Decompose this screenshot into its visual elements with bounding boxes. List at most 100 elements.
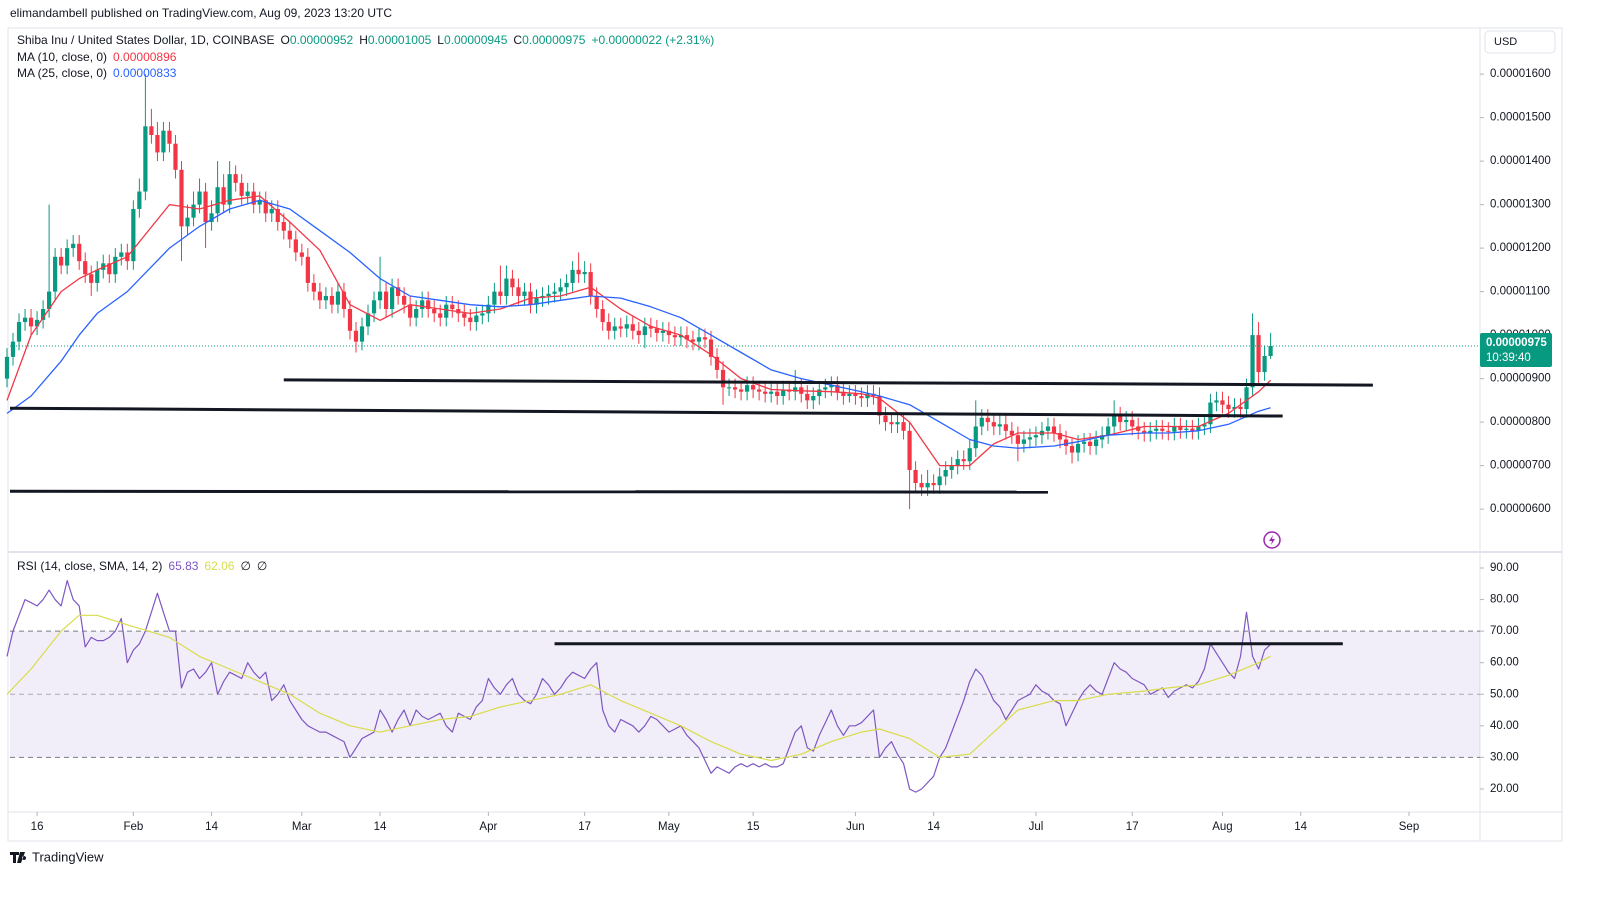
candle-body: [77, 243, 82, 262]
candle-body: [1250, 335, 1255, 388]
candle-body: [245, 191, 250, 196]
candle-body: [973, 426, 978, 449]
x-tick-label: May: [658, 821, 680, 833]
last-price-box: [1480, 332, 1552, 367]
candle-body: [432, 309, 437, 314]
candle-body: [257, 200, 262, 205]
candle-body: [486, 304, 491, 314]
candle-body: [1166, 430, 1171, 432]
candle-body: [191, 204, 196, 218]
candle-body: [997, 424, 1002, 427]
candle-body: [660, 330, 665, 333]
candle-body: [468, 317, 473, 323]
byline: elimandambell published on TradingView.c…: [10, 6, 392, 20]
legend-item: 0.00000975: [522, 33, 586, 47]
x-tick-label: 14: [927, 821, 940, 833]
candle-body: [775, 391, 780, 397]
candle-body: [1220, 400, 1225, 405]
candle-body: [389, 287, 395, 310]
candle-body: [1075, 443, 1081, 453]
candle-body: [630, 324, 635, 331]
candle-body: [113, 256, 118, 275]
candle-body: [853, 393, 858, 397]
event-icon[interactable]: [1263, 531, 1281, 549]
y-tick-label: 80.00: [1490, 594, 1519, 606]
candle-body: [781, 389, 786, 397]
candle-body: [1208, 402, 1213, 425]
candle-body: [1021, 439, 1027, 444]
legend-item: L: [437, 33, 444, 47]
candle-body: [967, 448, 972, 462]
candle-body: [757, 389, 762, 392]
candle-body: [1009, 430, 1014, 436]
candle-body: [552, 291, 557, 294]
candle-body: [738, 389, 744, 392]
candle-body: [955, 459, 960, 466]
candle-body: [89, 274, 94, 283]
candle-body: [107, 263, 112, 275]
legend-item: 65.83: [168, 559, 198, 573]
candle-body: [22, 317, 28, 323]
y-tick-label: 20.00: [1490, 783, 1519, 795]
x-tick-label: 14: [205, 821, 218, 833]
candle-body: [1154, 428, 1159, 431]
y-tick-label: 30.00: [1490, 751, 1519, 763]
y-tick-label: 0.00000700: [1490, 460, 1551, 472]
candle-body: [504, 278, 509, 296]
candle-body: [137, 191, 142, 209]
moving-average: [6, 195, 1272, 467]
x-tick-label: Aug: [1212, 821, 1232, 833]
candle-body: [1262, 355, 1267, 373]
candle-body: [931, 483, 936, 486]
legend-item: 0.00001005: [368, 33, 432, 47]
candle-body: [119, 252, 124, 257]
candle-body: [1184, 428, 1189, 430]
candle-body: [751, 385, 756, 390]
candle-body: [420, 300, 425, 310]
legend-item: 0.00000896: [113, 50, 177, 64]
candle-body: [59, 256, 64, 266]
x-tick-label: 17: [1126, 821, 1139, 833]
candle-body: [377, 291, 383, 301]
legend-item: O: [280, 33, 289, 47]
x-tick-label: 15: [747, 821, 760, 833]
candle-body: [979, 417, 984, 427]
candle-body: [823, 387, 828, 390]
candle-body: [131, 208, 136, 262]
candle-body: [408, 304, 413, 318]
candle-body: [618, 326, 623, 329]
candle-body: [726, 387, 732, 389]
candle-body: [895, 422, 900, 425]
candle-body: [1106, 426, 1111, 436]
candle-body: [1081, 441, 1087, 444]
candle-body: [275, 208, 280, 223]
candle-body: [450, 304, 455, 310]
candle-body: [480, 313, 485, 316]
candle-body: [1136, 426, 1141, 431]
candle-body: [149, 126, 154, 136]
candle-body: [558, 287, 563, 292]
candle-body: [714, 356, 720, 370]
candle-body: [155, 135, 160, 153]
candle-body: [161, 130, 166, 153]
candle-body: [281, 222, 286, 231]
candle-body: [1148, 430, 1153, 433]
countdown: 10:39:40: [1486, 352, 1531, 364]
candle-body: [684, 335, 690, 340]
x-tick-label: 16: [31, 821, 44, 833]
candle-body: [913, 469, 918, 484]
candle-body: [1087, 441, 1093, 447]
candle-body: [438, 313, 443, 318]
candle-body: [985, 417, 990, 423]
candle-body: [263, 200, 268, 214]
event-icon-bolt: [1269, 535, 1275, 545]
candle-body: [745, 385, 750, 392]
candle-body: [991, 422, 996, 427]
candle-body: [1130, 419, 1135, 427]
currency-button[interactable]: [1484, 30, 1556, 54]
candle-body: [937, 476, 942, 486]
candle-body: [1051, 426, 1057, 433]
